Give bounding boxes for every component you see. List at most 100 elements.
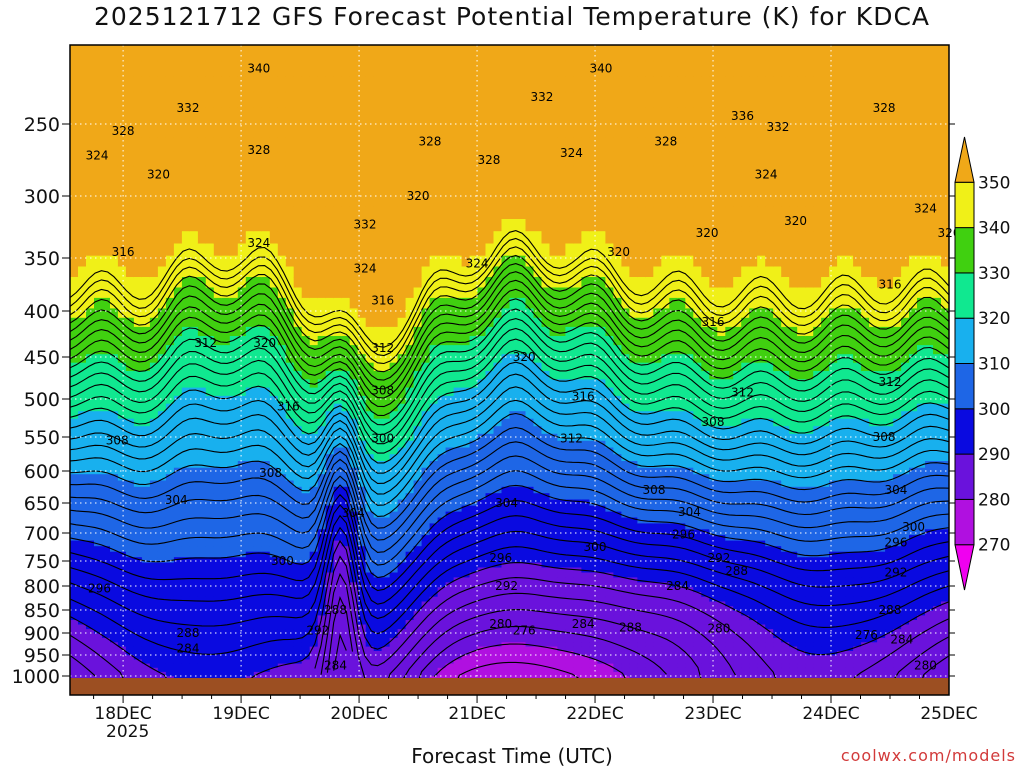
band-cell	[190, 523, 199, 530]
band-cell	[398, 256, 407, 267]
band-cell	[334, 180, 343, 195]
band-cell	[230, 45, 239, 61]
band-cell	[534, 587, 543, 592]
band-cell	[118, 107, 127, 123]
band-cell	[246, 123, 255, 138]
band-cell	[526, 166, 535, 181]
band-cell	[390, 92, 399, 108]
band-cell	[430, 602, 439, 607]
band-cell	[278, 152, 287, 167]
band-cell	[150, 573, 159, 579]
band-cell	[270, 611, 279, 616]
band-cell	[206, 137, 215, 152]
band-cell	[342, 207, 351, 220]
band-cell	[134, 45, 143, 61]
band-cell	[494, 512, 503, 518]
band-cell	[174, 318, 183, 328]
band-cell	[150, 592, 159, 597]
band-cell	[310, 123, 319, 138]
band-cell	[158, 577, 167, 583]
band-cell	[94, 411, 103, 419]
band-cell	[430, 92, 439, 108]
band-cell	[126, 602, 135, 607]
band-cell	[150, 219, 159, 232]
band-cell	[126, 61, 135, 77]
band-cell	[342, 298, 351, 309]
band-cell	[102, 76, 111, 92]
band-cell	[142, 474, 151, 481]
band-cell	[126, 642, 135, 647]
band-cell	[446, 244, 455, 257]
band-cell	[422, 638, 431, 643]
band-cell	[102, 180, 111, 195]
band-cell	[350, 152, 359, 167]
band-cell	[262, 606, 271, 611]
band-cell	[278, 481, 287, 488]
band-cell	[302, 219, 311, 232]
band-cell	[286, 137, 295, 152]
band-cell	[310, 61, 319, 77]
band-cell	[414, 668, 423, 673]
band-cell	[110, 152, 119, 167]
band-cell	[438, 606, 447, 611]
band-cell	[446, 557, 455, 563]
band-cell	[302, 552, 311, 558]
band-cell	[430, 587, 439, 592]
band-cell	[150, 660, 159, 665]
band-cell	[118, 512, 127, 518]
band-cell	[478, 634, 487, 639]
band-cell	[494, 602, 503, 607]
band-cell	[238, 563, 247, 569]
band-cell	[518, 638, 527, 643]
band-cell	[502, 448, 511, 455]
band-cell	[70, 152, 79, 167]
band-cell	[406, 244, 415, 257]
band-cell	[406, 123, 415, 138]
band-cell	[110, 587, 119, 592]
band-cell	[302, 288, 311, 299]
band-cell	[110, 634, 119, 639]
band-cell	[286, 582, 295, 588]
band-cell	[318, 288, 327, 299]
band-cell	[230, 523, 239, 530]
band-cell	[494, 267, 503, 278]
band-cell	[182, 573, 191, 579]
band-cell	[438, 308, 447, 318]
band-cell	[438, 76, 447, 92]
band-cell	[150, 137, 159, 152]
band-cell	[174, 308, 183, 318]
band-cell	[206, 487, 215, 494]
band-cell	[214, 244, 223, 257]
band-cell	[214, 523, 223, 530]
band-cell	[374, 668, 383, 673]
band-cell	[142, 568, 151, 574]
band-cell	[278, 587, 287, 592]
band-cell	[406, 267, 415, 278]
band-cell	[374, 461, 383, 468]
band-cell	[526, 647, 535, 652]
band-cell	[294, 557, 303, 563]
band-cell	[390, 404, 399, 412]
band-cell	[206, 371, 215, 380]
band-cell	[366, 45, 375, 61]
band-cell	[438, 552, 447, 558]
band-cell	[222, 546, 231, 552]
band-cell	[406, 277, 415, 288]
band-cell	[494, 597, 503, 602]
band-cell	[462, 219, 471, 232]
band-cell	[214, 388, 223, 397]
band-cell	[550, 231, 559, 244]
band-cell	[526, 207, 535, 220]
band-cell	[550, 487, 559, 494]
band-cell	[270, 434, 279, 442]
band-cell	[246, 611, 255, 616]
band-cell	[206, 107, 215, 123]
band-cell	[462, 107, 471, 123]
band-cell	[270, 166, 279, 181]
band-cell	[318, 45, 327, 61]
band-cell	[262, 664, 271, 669]
band-cell	[70, 611, 79, 616]
band-cell	[438, 166, 447, 181]
band-cell	[294, 523, 303, 530]
band-cell	[254, 557, 263, 563]
